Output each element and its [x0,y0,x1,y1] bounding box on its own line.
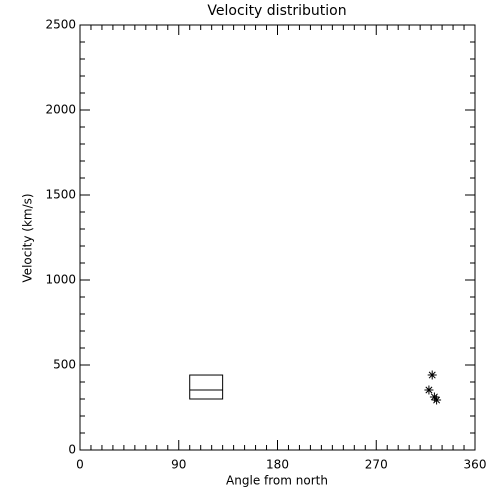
y-tick-label: 500 [53,358,76,372]
x-tick-label: 90 [171,458,186,472]
x-tick-label: 0 [76,458,84,472]
x-axis-label: Angle from north [226,474,328,488]
y-tick-label: 1500 [45,188,76,202]
y-tick-label: 0 [68,443,76,457]
point [427,370,437,380]
y-tick-label: 2500 [45,18,76,32]
point [429,392,439,402]
x-tick-label: 180 [266,458,289,472]
point [424,385,434,395]
y-tick-label: 1000 [45,273,76,287]
x-tick-label: 360 [464,458,487,472]
box [189,374,224,400]
chart-title: Velocity distribution [207,3,346,19]
x-tick-label: 270 [365,458,388,472]
plot-frame [79,24,476,451]
point [432,395,442,405]
y-axis-label: Velocity (km/s) [21,193,35,282]
y-tick-label: 2000 [45,103,76,117]
